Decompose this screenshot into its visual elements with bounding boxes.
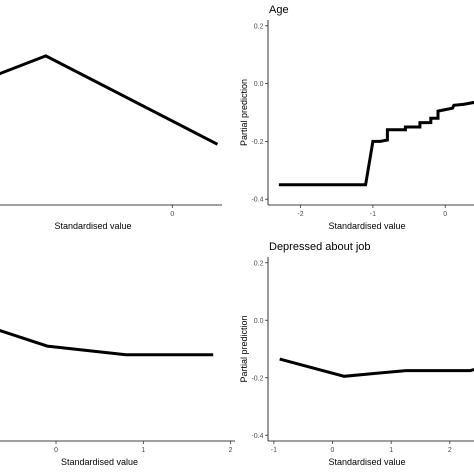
x-tick-label: -2 (297, 211, 303, 218)
y-tick-label: 0.2 (254, 23, 264, 30)
partial-dependence-line (279, 357, 474, 378)
y-tick-label: 0.2 (254, 260, 264, 267)
x-tick-label: 1 (141, 447, 145, 454)
x-tick-label: 0 (331, 447, 335, 454)
y-axis-title: Partial prediction (239, 315, 249, 382)
x-axis-title: Standardised value (328, 221, 405, 231)
x-axis-title: Standardised value (328, 457, 405, 467)
x-tick-label: 0 (54, 447, 58, 454)
panel-title: Depressed about job (269, 241, 371, 253)
x-tick-label: 0 (170, 211, 174, 218)
x-tick-label: 2 (229, 447, 233, 454)
y-tick-label: -0.4 (251, 197, 263, 204)
y-tick-label: -0.2 (251, 375, 263, 382)
x-tick-label: -1 (271, 447, 277, 454)
y-axis-title: Partial prediction (239, 79, 249, 146)
partial-dependence-line (278, 100, 474, 187)
partial-dependence-line (0, 54, 219, 146)
chart-panel-4: Depressed about job -1 0 1 2 Standardised val… (239, 241, 474, 467)
partial-dependence-line (0, 328, 214, 357)
panel-title: Age (269, 4, 289, 16)
x-axis-title: Standardised value (61, 457, 138, 467)
x-tick-label: 0 (443, 211, 447, 218)
y-tick-label: 0.0 (254, 81, 264, 88)
y-tick-label: 0.0 (254, 318, 264, 325)
x-tick-label: 1 (389, 447, 393, 454)
chart-panel-2: Age -2 -1 0 Standardised value 0.2 0.0 -0.2 -0.4… (239, 4, 474, 231)
x-tick-label: -1 (370, 211, 376, 218)
chart-panel-1: -20Standardised value (0, 54, 222, 231)
x-axis-title: Standardised value (54, 221, 131, 231)
x-tick-label: 2 (448, 447, 452, 454)
y-tick-label: -0.4 (251, 433, 263, 440)
y-tick-label: -0.2 (251, 139, 263, 146)
